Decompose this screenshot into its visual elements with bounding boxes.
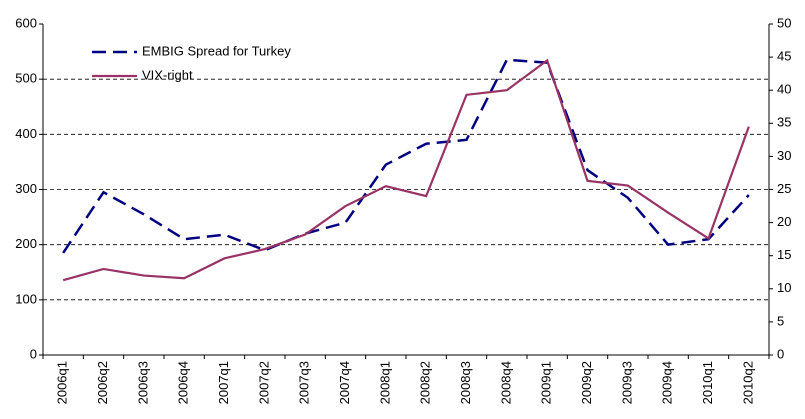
y2-tick-label: 35 [777,115,791,130]
y2-tick-label: 20 [777,214,791,229]
x-tick-label: 2008q3 [458,361,473,404]
y-tick-label: 200 [15,236,37,251]
x-tick-label: 2009q1 [539,361,554,404]
y-tick-label: 0 [30,346,37,361]
x-tick-label: 2010q1 [700,361,715,404]
y-tick-label: 400 [15,126,37,141]
x-tick-label: 2007q3 [297,361,312,404]
y2-tick-label: 50 [777,15,791,30]
y-tick-label: 100 [15,291,37,306]
x-tick-label: 2009q4 [660,361,675,404]
y2-tick-label: 45 [777,49,791,64]
x-tick-label: 2008q1 [377,361,392,404]
legend-label: EMBIG Spread for Turkey [142,43,291,58]
x-tick-label: 2006q4 [176,361,191,404]
y2-tick-label: 15 [777,247,791,262]
legend-label: VIX-right [142,67,193,82]
x-tick-label: 2006q1 [55,361,70,404]
y2-tick-label: 0 [777,346,784,361]
x-tick-label: 2010q2 [740,361,755,404]
series-line [62,58,750,254]
x-tick-label: 2007q1 [216,361,231,404]
x-tick-label: 2007q2 [256,361,271,404]
x-tick-label: 2009q2 [579,361,594,404]
y-tick-label: 500 [15,71,37,86]
x-tick-label: 2006q3 [135,361,150,404]
y2-tick-label: 5 [777,313,784,328]
y2-tick-label: 10 [777,280,791,295]
y2-tick-label: 40 [777,82,791,97]
x-tick-label: 2008q4 [498,361,513,404]
y2-tick-label: 25 [777,181,791,196]
series-line [62,58,750,282]
x-tick-label: 2008q2 [418,361,433,404]
y-tick-label: 600 [15,15,37,30]
x-tick-label: 2007q4 [337,361,352,404]
y-tick-label: 300 [15,181,37,196]
x-tick-label: 2009q3 [619,361,634,404]
x-tick-label: 2006q2 [95,361,110,404]
y2-tick-label: 30 [777,148,791,163]
